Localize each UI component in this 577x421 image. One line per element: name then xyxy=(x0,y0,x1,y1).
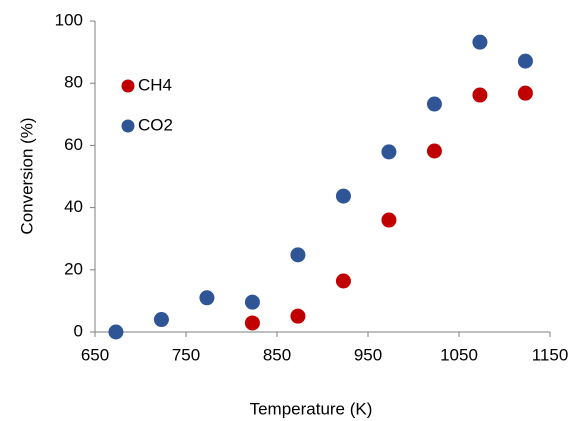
data-point xyxy=(517,53,533,69)
data-point xyxy=(517,85,533,101)
data-point xyxy=(426,143,442,159)
y-tick-label: 60 xyxy=(64,135,83,154)
data-point xyxy=(472,34,488,50)
x-tick-label: 950 xyxy=(354,345,382,364)
data-point xyxy=(381,212,397,228)
y-tick-label: 100 xyxy=(55,10,83,29)
data-point xyxy=(244,294,260,310)
x-tick-label: 650 xyxy=(81,345,109,364)
x-axis-label: Temperature (K) xyxy=(250,399,373,418)
data-point xyxy=(290,247,306,263)
data-point xyxy=(199,290,215,306)
x-tick-label: 750 xyxy=(172,345,200,364)
legend-label: CH4 xyxy=(138,75,172,94)
data-point xyxy=(290,308,306,324)
data-point xyxy=(335,273,351,289)
data-point xyxy=(472,87,488,103)
y-tick-label: 40 xyxy=(64,197,83,216)
legend-marker xyxy=(121,79,135,93)
data-point xyxy=(426,96,442,112)
data-point xyxy=(153,312,169,328)
x-tick-label: 1150 xyxy=(532,345,569,364)
legend-marker xyxy=(121,119,135,133)
x-tick-label: 850 xyxy=(263,345,291,364)
x-tick-label: 1050 xyxy=(440,345,478,364)
y-axis-label: Conversion (%) xyxy=(17,117,36,234)
data-point xyxy=(108,324,124,340)
y-tick-label: 80 xyxy=(64,73,83,92)
data-point xyxy=(381,144,397,160)
y-tick-label: 20 xyxy=(64,259,83,278)
legend-label: CO2 xyxy=(138,115,173,134)
y-tick-label: 0 xyxy=(74,321,83,340)
data-point xyxy=(244,315,260,331)
data-point xyxy=(335,188,351,204)
